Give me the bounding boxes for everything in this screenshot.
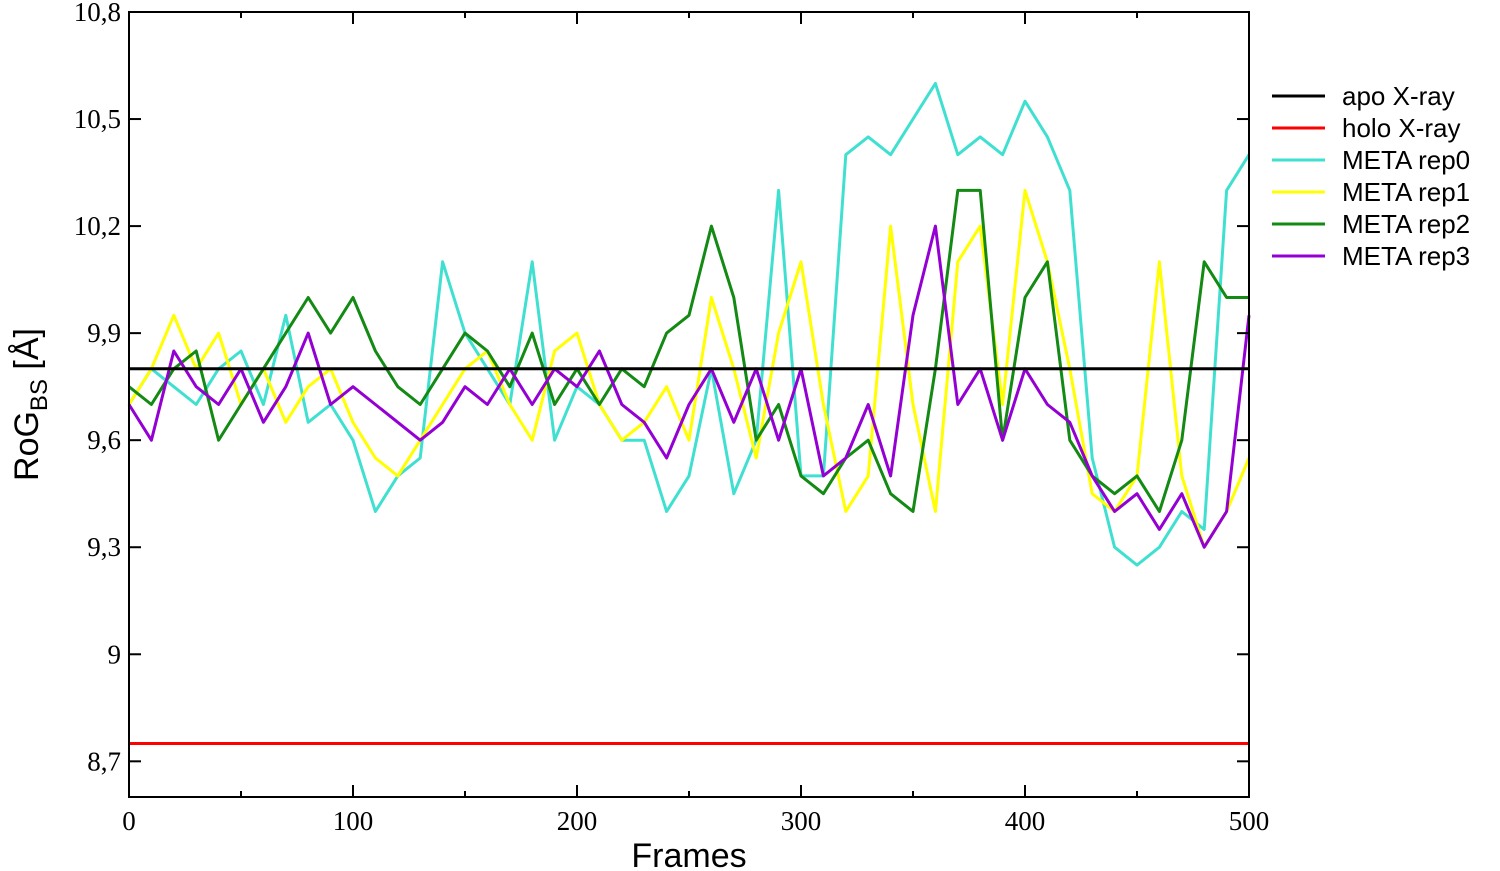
y-tick-label: 9,9: [87, 318, 121, 348]
y-axis-title-main: RoG: [8, 411, 46, 481]
y-tick-label: 9,6: [87, 425, 121, 455]
legend-label-apo-x-ray: apo X-ray: [1342, 81, 1455, 111]
series-line-meta-rep2: [128, 188, 1249, 513]
legend-label-meta-rep3: META rep3: [1342, 241, 1470, 271]
y-tick-label: 8,7: [87, 746, 121, 776]
x-tick-label: 300: [781, 806, 822, 836]
legend-label-meta-rep2: META rep2: [1342, 209, 1470, 239]
x-tick-label: 500: [1229, 806, 1270, 836]
x-tick-label: 0: [122, 806, 136, 836]
y-axis-title-unit: [Å]: [8, 328, 46, 379]
y-tick-label: 10,2: [74, 211, 121, 241]
legend-label-holo-x-ray: holo X-ray: [1342, 113, 1461, 143]
y-axis-title: RoGBS [Å]: [8, 328, 53, 481]
y-tick-label: 10,5: [74, 104, 121, 134]
y-tick-label: 10,8: [74, 0, 121, 27]
axis-ticks: 0 100 200 300 400 500 8,7 9 9,3 9,6 9,9 10,2 10,5 10,…: [74, 0, 1270, 836]
y-axis-title-subscript: BS: [26, 379, 53, 411]
x-tick-label: 400: [1005, 806, 1046, 836]
series-line-meta-rep0: [127, 81, 1251, 567]
series-layer: [127, 81, 1251, 745]
legend-label-meta-rep1: META rep1: [1342, 177, 1470, 207]
x-tick-label: 200: [557, 806, 598, 836]
series-line-meta-rep1: [127, 188, 1251, 549]
y-tick-label: 9,3: [87, 532, 121, 562]
series-line-meta-rep3: [127, 224, 1251, 549]
legend-label-meta-rep0: META rep0: [1342, 145, 1470, 175]
y-tick-label: 9: [108, 639, 122, 669]
x-axis-title: Frames: [631, 837, 746, 871]
x-tick-label: 100: [333, 806, 374, 836]
